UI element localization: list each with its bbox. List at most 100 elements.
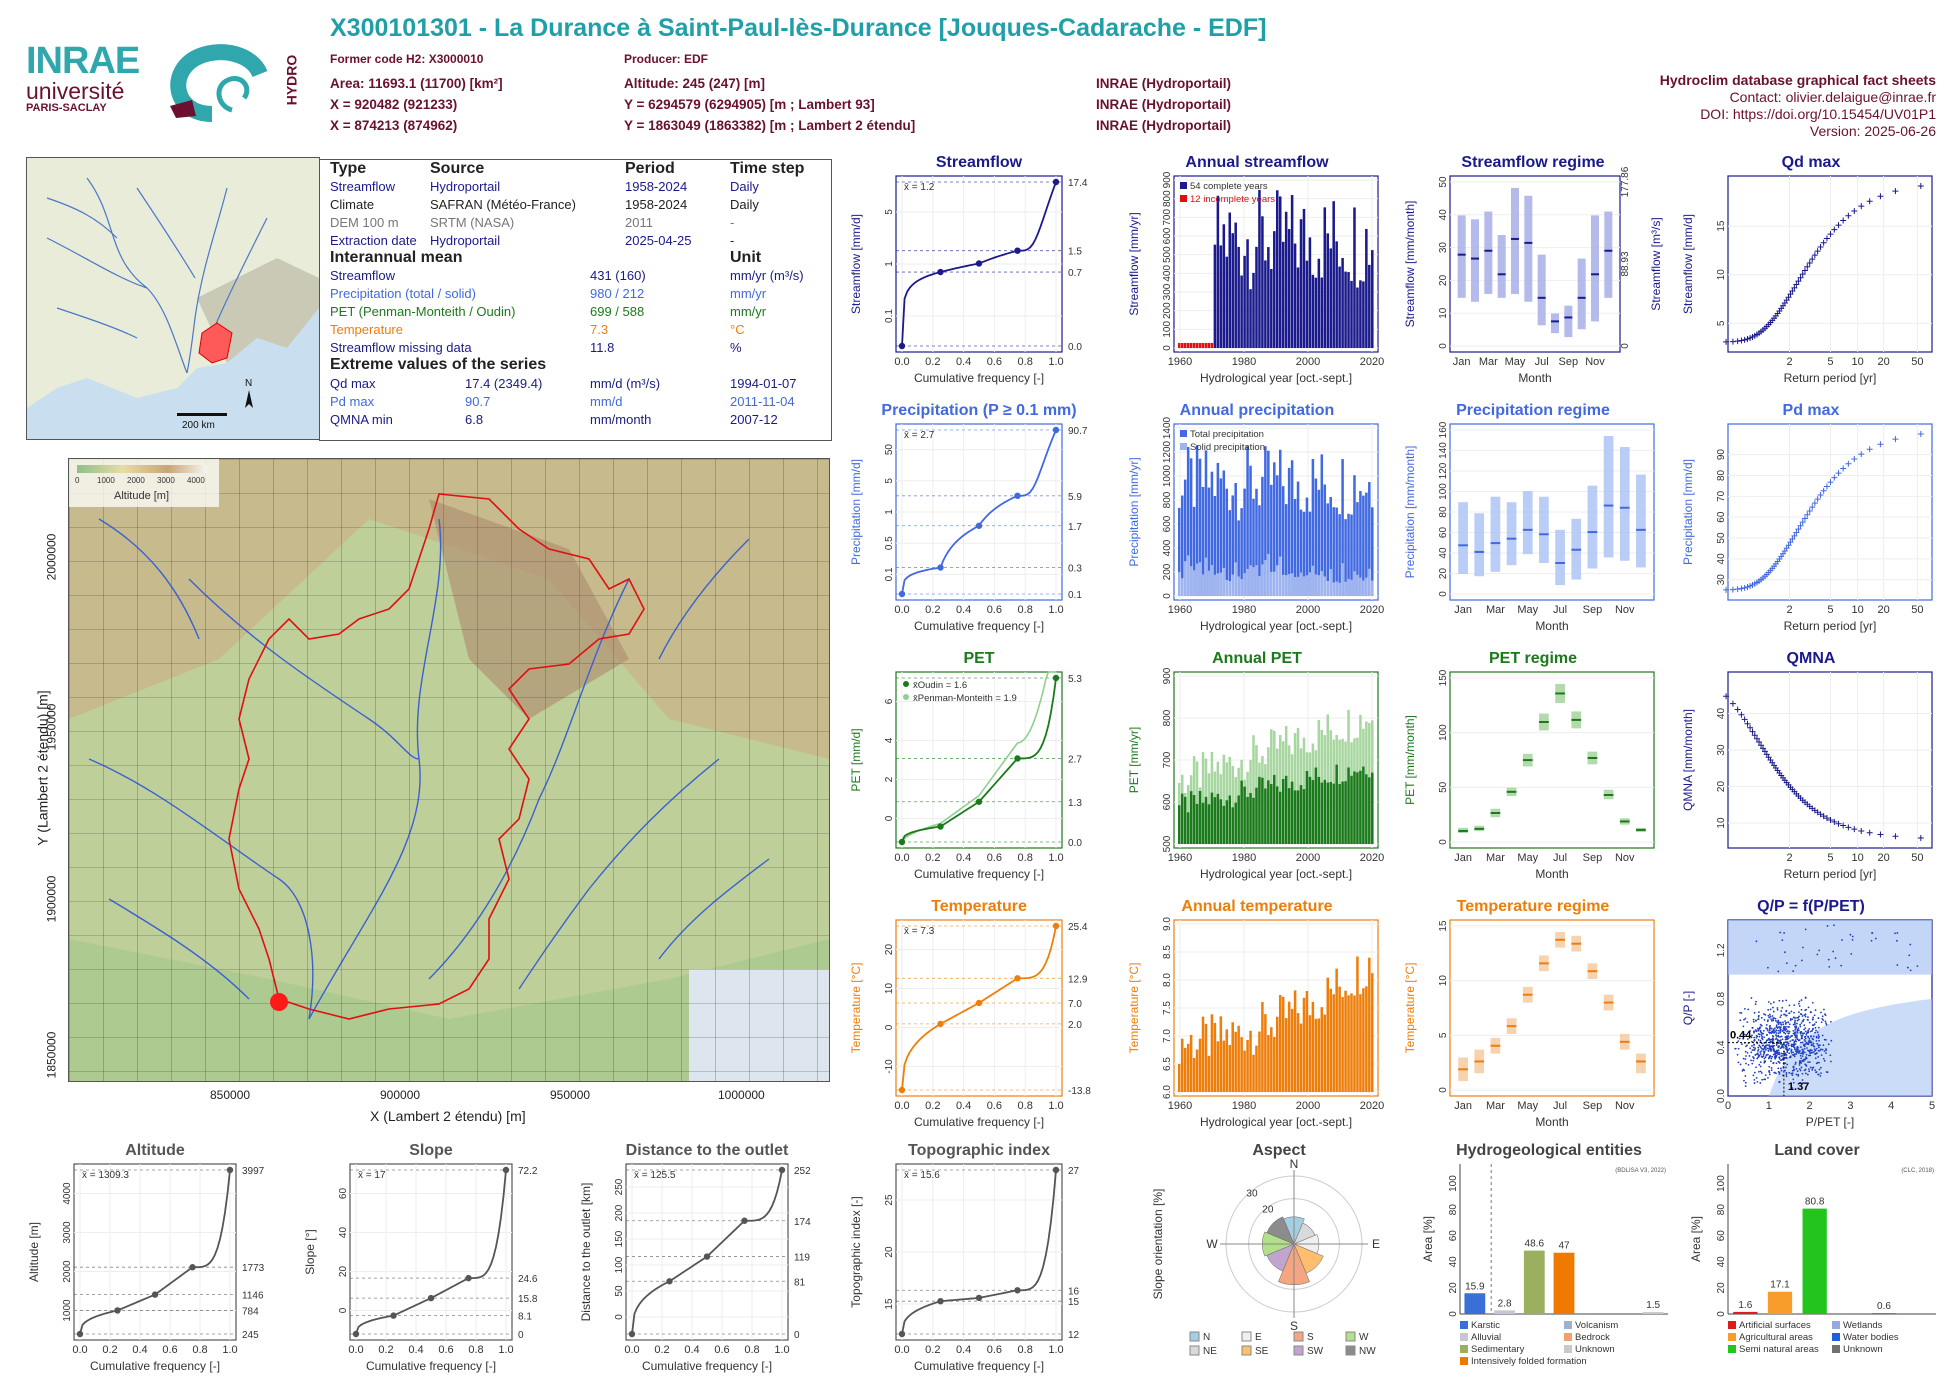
x-tick-label: 1.0 [1048, 604, 1063, 616]
streamflow-regime-chart: Streamflow regime Month Streamflow [mm/mon… [1402, 154, 1664, 386]
scatter-point [1742, 1032, 1745, 1035]
y-tick-label: 120 [1438, 462, 1449, 479]
bar [1344, 271, 1347, 348]
y-tick-label: 250 [614, 1178, 625, 1195]
legend-marker [1345, 1331, 1356, 1342]
scatter-point [1806, 1073, 1809, 1076]
scatter-point [1871, 932, 1873, 934]
scatter-point [1751, 1062, 1754, 1065]
bar [1293, 498, 1297, 596]
scatter-point [1772, 1035, 1775, 1038]
solid-bar [1231, 574, 1234, 596]
right-tick-label: 0 [1620, 343, 1631, 349]
scatter-point [1810, 1035, 1812, 1038]
bar [1198, 342, 1202, 348]
mean-label: x̄ = 17 [358, 1170, 386, 1181]
chart-title: Hydrogeological entities [1456, 1142, 1642, 1159]
scatter-point [1752, 1020, 1755, 1023]
legend-marker [1832, 1321, 1840, 1329]
scatter-point [1776, 1007, 1779, 1009]
y-tick-label: 100 [1716, 1175, 1727, 1192]
scatter-point [1751, 1034, 1753, 1037]
y-tick-label: 50 [884, 444, 895, 456]
y-tick-label: 0 [884, 1024, 895, 1030]
scatter-point [1752, 1018, 1755, 1021]
right-value-label: 0.7 [1068, 268, 1082, 279]
bar [1368, 264, 1371, 348]
x-tick-label: Mar [1486, 852, 1505, 864]
source-3: INRAE (Hydroportail) [1096, 118, 1231, 133]
map-ytick-2: 1900000 [44, 875, 59, 923]
x-axis-label: Hydrological year [oct.-sept.] [1200, 619, 1352, 633]
scatter-point [1743, 1007, 1746, 1010]
scatter-point [1795, 1067, 1798, 1070]
scatter-point [1816, 1042, 1819, 1045]
scatter-point [1818, 949, 1821, 952]
x-tick-label: 0.6 [987, 356, 1002, 368]
x-axis-label: Month [1535, 619, 1568, 633]
scatter-point [1774, 1056, 1777, 1059]
scatter-point [1757, 1048, 1760, 1051]
solid-bar [1290, 573, 1294, 596]
right-value-label: 17.4 [1068, 178, 1088, 189]
oudin-bar [1341, 781, 1344, 844]
y-tick-label: 0 [614, 1314, 625, 1320]
bar [1293, 990, 1297, 1092]
y-tick-label: 80 [1448, 1204, 1459, 1216]
y-tick-label: 800 [1162, 491, 1173, 508]
y-tick-label: 1400 [1162, 416, 1173, 439]
scatter-point [1763, 1047, 1766, 1050]
bar [1246, 1039, 1249, 1092]
legend-marker [1832, 1333, 1840, 1341]
solid-bar [1267, 553, 1270, 596]
bar [1237, 246, 1240, 348]
y-tick-label: 6.0 [1162, 1085, 1173, 1099]
scatter-point [1807, 1019, 1809, 1021]
scatter-point [1779, 1047, 1782, 1050]
return-point [1804, 511, 1811, 518]
scatter-point [1746, 1021, 1749, 1024]
regime-box [1587, 485, 1598, 569]
x-tick-label: 1.0 [222, 1344, 237, 1356]
solid-bar [1320, 571, 1324, 596]
scatter-point [1797, 1027, 1800, 1030]
return-point [1811, 252, 1818, 259]
y-tick-label: 50 [1716, 532, 1727, 544]
bar [1183, 479, 1187, 596]
quantile-point [226, 1166, 234, 1174]
bar [1302, 997, 1306, 1092]
x-axis-label: Cumulative frequency [-] [90, 1359, 220, 1373]
scatter-point [1817, 1033, 1820, 1036]
x-tick-label: Jul [1553, 1100, 1567, 1112]
return-point [1827, 816, 1834, 823]
scatter-point [1770, 1048, 1773, 1051]
scatter-point [1755, 1000, 1757, 1003]
quantile-point [1014, 1287, 1021, 1294]
scatter-point [1770, 1057, 1773, 1060]
scatter-point [1850, 953, 1853, 955]
bar [1317, 1018, 1321, 1092]
return-point [1877, 441, 1884, 448]
scatter-point [1744, 1017, 1747, 1020]
y-tick-label: 200 [614, 1204, 625, 1221]
x-tick-label: 0.4 [956, 356, 971, 368]
y-tick-label: -10 [884, 1059, 895, 1074]
scatter-point [1909, 969, 1912, 972]
oudin-bar [1281, 779, 1285, 844]
solid-bar [1264, 560, 1267, 596]
scatter-point [1801, 1072, 1804, 1075]
chart-title: Topographic index [908, 1142, 1050, 1159]
scatter-point [1785, 1025, 1787, 1028]
return-point [1917, 183, 1924, 189]
scatter-point [1783, 932, 1785, 934]
scatter-point [1798, 1051, 1800, 1054]
bar [1305, 991, 1309, 1092]
return-point [1827, 231, 1834, 238]
scatter-point [1781, 1052, 1784, 1055]
return-point [1793, 529, 1800, 536]
scatter-point [1780, 1069, 1783, 1072]
bar [1317, 489, 1321, 596]
return-point [1823, 235, 1830, 242]
bar [1195, 1049, 1199, 1092]
scatter-point [1758, 1044, 1761, 1047]
